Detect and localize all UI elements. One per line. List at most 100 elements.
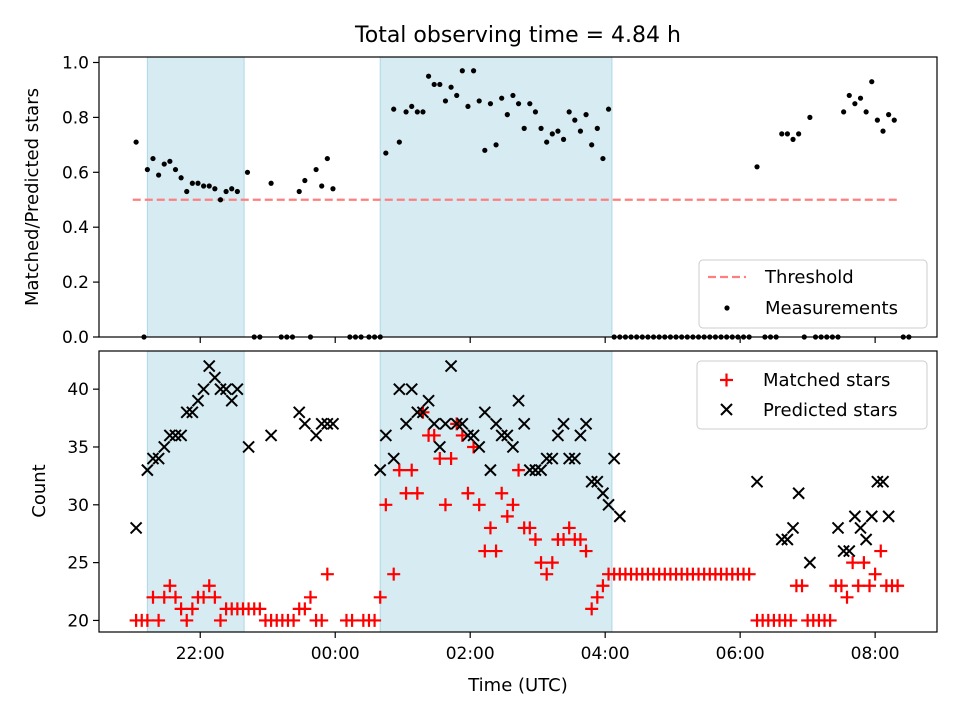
predicted-star-marker	[568, 452, 582, 465]
predicted-star-marker	[315, 417, 328, 431]
measurement-point	[414, 109, 420, 115]
chart-title: Total observing time = 4.84 h	[354, 23, 681, 48]
measurement-point	[459, 68, 465, 74]
matched-star-marker	[857, 556, 871, 570]
top-legend: Threshold Measurements	[698, 259, 928, 329]
predicted-star-marker	[495, 429, 508, 442]
predicted-star-marker	[854, 521, 867, 535]
predicted-star-marker	[214, 382, 227, 396]
matched-star-marker	[253, 602, 267, 616]
matched-star-marker	[157, 590, 171, 604]
measurement-point	[442, 98, 449, 104]
predicted-star-marker	[405, 382, 418, 396]
measurement-point	[510, 92, 516, 99]
predicted-star-marker	[208, 371, 222, 384]
predicted-star-markers	[129, 359, 895, 569]
measurement-point	[470, 68, 477, 74]
measurement-point	[268, 180, 274, 186]
measurement-point	[754, 164, 760, 170]
matched-star-marker	[174, 602, 188, 616]
matched-star-marker	[472, 498, 486, 512]
predicted-star-marker	[293, 406, 306, 419]
bottom-legend: Matched stars Predicted stars	[696, 360, 928, 430]
top-legend-box	[698, 259, 928, 329]
measurement-point	[527, 101, 533, 107]
predicted-star-marker	[501, 429, 514, 442]
matched-star-marker	[202, 579, 216, 593]
matched-star-marker	[495, 486, 509, 500]
predicted-star-marker	[786, 521, 800, 535]
predicted-star-marker	[546, 452, 559, 465]
matched-star-marker	[512, 463, 526, 477]
matched-star-marker	[795, 579, 809, 593]
predicted-star-marker	[298, 417, 312, 431]
predicted-star-marker	[831, 521, 845, 535]
measurement-point	[229, 186, 235, 192]
predicted-star-marker	[439, 417, 452, 431]
measurement-point	[589, 142, 595, 148]
predicted-star-marker	[242, 440, 255, 454]
predicted-star-marker	[467, 429, 480, 442]
y-tick-label: 0.2	[62, 273, 89, 293]
measurement-point	[296, 188, 302, 195]
measurement-point	[217, 197, 224, 203]
matched-star-marker	[163, 579, 177, 593]
matched-star-marker	[146, 590, 160, 604]
predicted-star-marker	[484, 463, 497, 477]
measurement-point	[515, 101, 522, 107]
measurement-point	[796, 131, 802, 137]
measurement-point	[431, 81, 437, 88]
legend-measurement-swatch	[724, 305, 730, 311]
measurement-point	[857, 95, 864, 101]
measurement-point	[396, 139, 402, 145]
measurement-point	[150, 155, 156, 162]
predicted-star-marker	[750, 475, 764, 488]
matched-star-marker	[427, 428, 441, 442]
matched-star-marker	[590, 590, 604, 604]
measurement-point	[852, 101, 858, 107]
shaded-region	[379, 56, 613, 338]
matched-star-marker	[585, 602, 599, 616]
predicted-star-marker	[427, 417, 441, 431]
x-tick-label: 02:00	[446, 644, 495, 664]
measurement-point	[532, 109, 539, 115]
x-tick-label: 04:00	[581, 644, 630, 664]
matched-star-marker	[405, 463, 419, 477]
measurement-point	[577, 128, 584, 134]
predicted-star-marker	[321, 417, 334, 431]
matched-star-marker	[579, 544, 593, 558]
measurement-point	[790, 136, 796, 142]
matched-star-marker	[208, 590, 222, 604]
predicted-star-marker	[461, 429, 475, 442]
y-tick-label: 0.6	[62, 163, 89, 183]
matched-star-marker	[373, 590, 387, 604]
measurement-point	[178, 175, 184, 181]
predicted-star-marker	[225, 394, 238, 407]
predicted-star-marker	[416, 406, 430, 419]
matched-star-marker	[180, 613, 194, 627]
predicted-star-marker	[374, 463, 387, 477]
predicted-star-marker	[450, 417, 463, 431]
matched-star-marker	[874, 544, 888, 558]
predicted-star-marker	[529, 463, 542, 477]
matched-star-marker	[287, 613, 301, 627]
y-tick-label: 25	[67, 554, 89, 574]
matched-star-marker	[140, 613, 154, 627]
measurement-point	[493, 142, 499, 148]
bottom-panel: 20 25 30 35 40 22:00 00:00 02:00 04:00 06:00 08:0…	[29, 350, 938, 696]
legend-measurement-label: Measurements	[765, 298, 898, 319]
measurement-point	[555, 128, 561, 134]
measurement-point	[566, 109, 572, 115]
predicted-star-marker	[379, 429, 393, 442]
matched-star-marker	[834, 579, 848, 593]
predicted-star-marker	[399, 417, 413, 431]
x-axis-label: Time (UTC)	[467, 675, 568, 696]
measurement-point	[521, 125, 527, 131]
measurement-point	[594, 125, 600, 131]
matched-star-marker	[863, 579, 877, 593]
measurement-point	[403, 109, 409, 115]
measurement-point	[891, 117, 897, 123]
predicted-star-marker	[146, 452, 160, 465]
x-tick-label: 00:00	[311, 644, 360, 664]
